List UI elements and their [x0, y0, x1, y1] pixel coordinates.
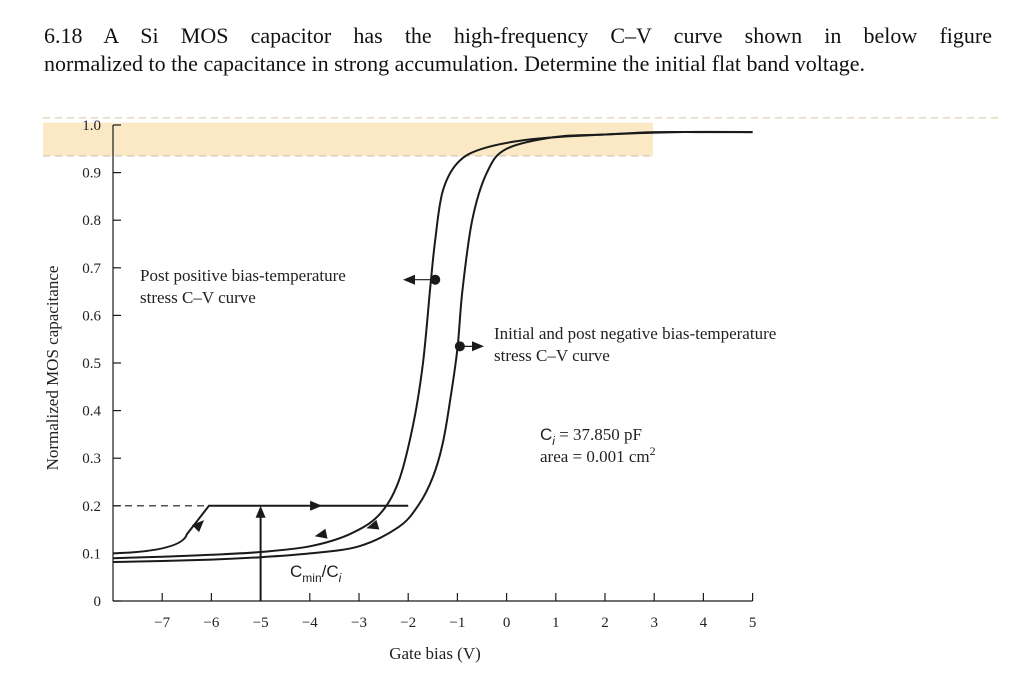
leader-positive-arrowhead: [403, 274, 415, 285]
direction-arrow-sweep-1: [314, 528, 328, 539]
initial-curve: [112, 130, 753, 563]
y-tick-label: 0.6: [82, 308, 101, 324]
ci-annotation: Ci = 37.850 pF: [540, 425, 642, 448]
y-tick-label: 0.2: [82, 499, 101, 515]
cmin-slash: /C: [322, 562, 339, 581]
x-tick-label: −7: [154, 615, 170, 631]
y-tick-label: 0: [94, 594, 102, 610]
ci-value: = 37.850 pF: [555, 425, 642, 444]
direction-arrow-flat: [310, 500, 323, 511]
leader-negative-arrowhead: [472, 341, 484, 352]
highlight-layer: [43, 117, 1000, 157]
annotation-positive-line1: Post positive bias-temperature: [140, 266, 346, 285]
cmin-arrowhead: [255, 505, 266, 518]
direction-arrow-sweep-2: [366, 519, 380, 530]
curves-layer: [112, 130, 753, 563]
y-tick-label: 0.8: [82, 213, 101, 229]
area-exponent: 2: [650, 444, 656, 458]
problem-line-1: 6.18 A Si MOS capacitor has the high-fre…: [44, 23, 992, 48]
x-tick-label: 2: [601, 615, 609, 631]
x-tick-label: 3: [650, 615, 658, 631]
y-axis-label: Normalized MOS capacitance: [43, 266, 62, 471]
axes-layer: 0 0.1 0.2 0.3 0.4 0.5 0.6 0.7 0.8 0.9 1.0 −7 −6 −5 −4 −…: [82, 118, 756, 631]
curve-marker: [430, 274, 441, 285]
annotation-negative-line2: stress C–V curve: [494, 346, 610, 365]
problem-line-2: normalized to the capacitance in strong …: [44, 51, 866, 76]
y-tick-label: 0.5: [82, 356, 101, 372]
arrows-layer: [192, 274, 484, 601]
y-tick-label: 0.1: [82, 546, 101, 562]
y-tick-label: 0.7: [82, 261, 101, 277]
x-tick-label: −6: [203, 615, 219, 631]
y-tick-label: 0.4: [82, 404, 101, 420]
y-tick-label: 1.0: [82, 118, 101, 134]
x-tick-label: −3: [351, 615, 367, 631]
direction-arrow-rise: [192, 520, 204, 533]
x-tick-label: 4: [700, 615, 708, 631]
y-tick-label: 0.3: [82, 451, 101, 467]
x-tick-label: −5: [253, 615, 269, 631]
area-label: area = 0.001 cm: [540, 447, 650, 466]
x-tick-label: 1: [552, 615, 560, 631]
y-tick-label: 0.9: [82, 166, 101, 182]
x-tick-label: −2: [400, 615, 416, 631]
cmin-i: i: [339, 571, 342, 585]
ci-subscript: i: [552, 434, 555, 448]
cmin-sub: min: [302, 571, 321, 585]
x-tick-label: −4: [302, 615, 318, 631]
problem-statement: 6.18 A Si MOS capacitor has the high-fre…: [44, 22, 992, 78]
x-tick-label: 5: [749, 615, 757, 631]
annotation-positive-line2: stress C–V curve: [140, 288, 256, 307]
positive-stress-upper-branch: [112, 504, 409, 555]
x-tick-label: −1: [449, 615, 465, 631]
annotation-negative-line1: Initial and post negative bias-temperatu…: [494, 324, 776, 343]
ci-symbol: C: [540, 425, 552, 444]
cmin-label: Cmin/Ci: [290, 562, 342, 585]
area-annotation: area = 0.001 cm2: [540, 444, 656, 466]
cmin-c: C: [290, 562, 302, 581]
x-axis-label: Gate bias (V): [389, 644, 481, 663]
curve-marker: [454, 341, 465, 352]
accumulation-highlight: [43, 122, 653, 156]
positive-stress-curve: [112, 130, 753, 560]
x-tick-label: 0: [503, 615, 511, 631]
